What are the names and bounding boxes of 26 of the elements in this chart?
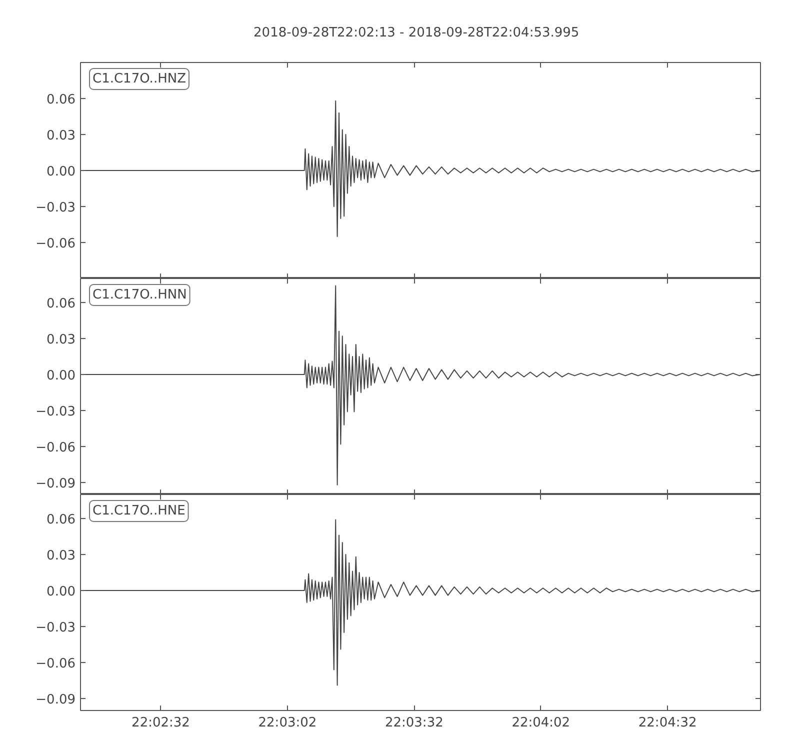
x-tick-label: 22:03:32 [384, 716, 444, 730]
text: C1.C17O..HNZ [92, 72, 186, 86]
y-tick-label: 0.06 [46, 92, 76, 108]
y-tick-label: 0.00 [46, 368, 76, 384]
chart-title: 2018-09-28T22:02:13 - 2018-09-28T22:04:53.995 [254, 26, 580, 40]
y-tick-label: 0.00 [46, 164, 76, 180]
y-tick-label: 0.00 [46, 584, 76, 600]
x-tick-label: 22:04:32 [638, 716, 697, 730]
y-tick-label: 0.06 [46, 512, 76, 528]
x-tick-label: 22:02:32 [132, 716, 190, 730]
y-tick-label: −0.03 [36, 200, 76, 216]
y-tick-label: −0.06 [36, 236, 76, 252]
text: C1.C17O..HNN [92, 288, 187, 302]
text: C1.C17O..HNE [92, 504, 186, 518]
y-tick-label: −0.06 [36, 656, 76, 672]
y-tick-label: 0.03 [46, 128, 76, 144]
y-tick-label: −0.03 [36, 404, 76, 420]
y-tick-label: 0.03 [46, 332, 76, 348]
y-tick-label: 0.06 [46, 296, 76, 312]
y-tick-label: −0.09 [36, 692, 76, 708]
y-tick-label: −0.09 [36, 476, 76, 492]
x-tick-label: 22:03:02 [258, 716, 317, 730]
y-tick-label: −0.03 [36, 620, 76, 636]
y-tick-label: 0.03 [46, 548, 76, 564]
y-tick-label: −0.06 [36, 440, 76, 456]
x-tick-label: 22:04:02 [512, 716, 570, 730]
